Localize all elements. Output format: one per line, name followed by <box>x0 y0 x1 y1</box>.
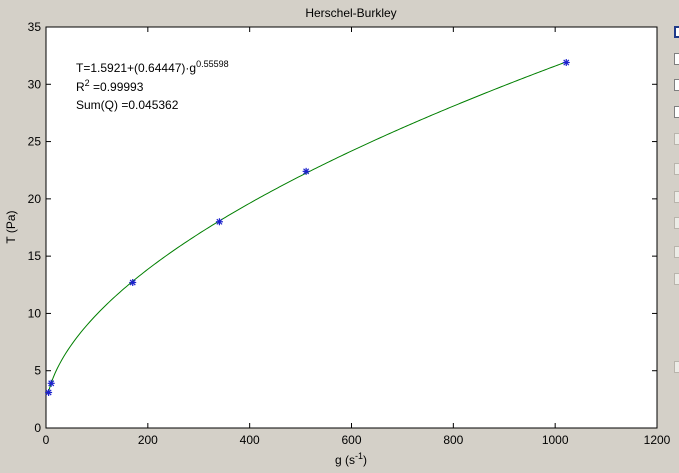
x-tick-label: 200 <box>138 433 158 447</box>
r2-value: =0.99993 <box>90 80 144 94</box>
side-checkbox-9[interactable] <box>674 246 679 258</box>
x-axis-label: g (s-1) <box>335 451 367 467</box>
y-tick-label: 30 <box>28 77 42 91</box>
data-point <box>562 59 570 67</box>
y-tick-label: 15 <box>28 249 42 263</box>
y-tick-label: 0 <box>34 421 41 435</box>
side-checkbox-2[interactable] <box>674 53 679 65</box>
data-point <box>129 278 137 286</box>
equation-annotation: T=1.5921+(0.64447)·g0.55598 <box>76 59 229 75</box>
x-tick-label: 400 <box>240 433 260 447</box>
x-tick-label: 800 <box>443 433 463 447</box>
y-tick-label: 35 <box>28 20 42 34</box>
side-checkbox-8[interactable] <box>674 217 679 229</box>
x-axis-label-close: ) <box>363 453 367 467</box>
r2-exponent: 2 <box>85 78 90 88</box>
data-point <box>215 218 223 226</box>
x-axis-ticks: 0 200 400 600 800 1000 1200 <box>43 27 671 447</box>
y-tick-label: 10 <box>28 306 42 320</box>
y-tick-label: 5 <box>34 364 41 378</box>
data-point <box>45 388 53 396</box>
side-checkbox-5[interactable] <box>674 133 679 145</box>
equation-text: T=1.5921+(0.64447)·g <box>76 61 196 75</box>
side-checkbox-3[interactable] <box>674 79 679 91</box>
side-checkbox-7[interactable] <box>674 191 679 203</box>
r2-label: R <box>76 80 85 94</box>
y-axis-ticks: 0 5 10 15 20 25 30 35 <box>28 20 657 435</box>
x-axis-label-main: g (s <box>335 453 355 467</box>
chart-title: Herschel-Burkley <box>305 6 396 20</box>
y-axis-label: T (Pa) <box>4 210 18 243</box>
x-tick-label: 0 <box>43 433 50 447</box>
side-checkbox-4[interactable] <box>674 106 679 118</box>
side-checkbox-11[interactable] <box>674 361 679 373</box>
data-markers <box>45 59 570 396</box>
data-point <box>47 379 55 387</box>
x-tick-label: 1200 <box>644 433 671 447</box>
plot-area <box>45 26 658 429</box>
y-tick-label: 20 <box>28 192 42 206</box>
y-tick-label: 25 <box>28 135 42 149</box>
sumq-annotation: Sum(Q) =0.045362 <box>76 98 179 112</box>
data-point <box>302 167 310 175</box>
side-checkbox-6[interactable] <box>674 163 679 175</box>
x-axis-label-exponent: -1 <box>355 451 363 461</box>
r2-annotation: R2 =0.99993 <box>76 78 144 94</box>
x-tick-label: 600 <box>341 433 361 447</box>
equation-exponent: 0.55598 <box>196 59 229 69</box>
x-tick-label: 1000 <box>542 433 569 447</box>
side-checkbox-1[interactable] <box>674 26 679 38</box>
side-checkbox-10[interactable] <box>674 273 679 285</box>
